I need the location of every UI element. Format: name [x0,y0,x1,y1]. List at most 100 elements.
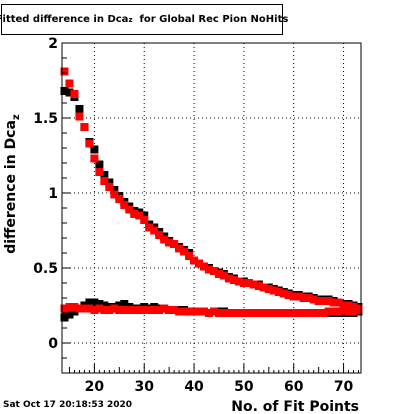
data-point [85,304,94,313]
data-point [339,306,348,314]
data-point [90,306,99,314]
data-point [209,267,218,275]
data-markers [60,67,363,322]
data-point [274,309,283,317]
data-point [205,309,214,317]
data-point [170,306,179,314]
data-point [170,240,179,248]
y-tick-label: 0 [48,336,58,352]
data-point [229,276,238,284]
data-point [349,307,358,316]
x-tick-label: 70 [334,379,354,395]
data-point [175,244,184,253]
data-point [249,309,258,317]
data-point [185,307,194,316]
data-point [279,289,288,298]
data-point [145,223,154,232]
data-point [229,309,238,317]
data-point [219,271,228,280]
data-point [284,309,293,317]
data-point [309,309,318,317]
data-point [160,235,169,244]
data-point [155,231,164,239]
data-point [70,90,79,98]
data-point [349,303,358,311]
data-point [180,307,189,316]
data-point [259,283,268,292]
data-point [75,112,84,121]
data-point [244,309,253,317]
data-point [254,282,263,290]
x-tick-label: 60 [284,379,304,395]
data-point [95,168,104,176]
data-point [115,301,124,310]
data-point [115,195,124,203]
data-point [195,307,204,316]
data-point [289,309,298,317]
data-point [75,105,84,113]
data-point [120,306,129,314]
y-axis-label: difference in Dcaz [3,114,22,254]
data-point [195,259,204,268]
data-point [110,186,119,194]
data-point [75,304,84,313]
data-point [284,291,293,299]
data-point [80,304,89,313]
data-point [239,279,248,287]
data-point [100,171,109,179]
data-point [219,309,228,317]
data-point [65,79,74,88]
data-point [190,256,199,265]
data-point [239,309,248,317]
data-point [224,309,233,317]
data-point [140,211,149,220]
data-point [110,190,119,199]
data-point [269,309,278,317]
data-point [100,301,109,310]
data-point [95,304,104,313]
data-point [115,306,124,314]
data-point [60,313,69,322]
data-point [145,306,154,314]
data-point [244,279,253,287]
data-point [155,306,164,314]
data-point [90,145,99,154]
data-point [150,226,159,235]
data-point [95,300,104,308]
data-point [190,307,199,316]
data-point [279,309,288,317]
x-tick-label: 40 [184,379,204,395]
x-tick-label: 30 [134,379,154,395]
data-point [65,303,74,311]
chart-title-suffix: for Global Rec Pion NoHits [132,14,289,25]
data-point [354,306,363,314]
data-point [234,309,243,317]
data-point [110,304,119,313]
data-point [259,309,268,317]
data-point [334,307,343,316]
data-point [100,177,109,185]
data-point [254,309,263,317]
data-point [160,304,169,313]
data-point [299,309,308,317]
chart-title-subscript: z [128,15,133,24]
data-point [165,238,174,247]
series-3 [60,303,363,317]
y-tick-label: 0.5 [33,261,58,277]
data-point [105,183,114,191]
tick-labels: 20 30 40 50 60 70 0 0.5 1 1.5 2 [33,36,353,395]
y-tick-label: 1 [48,186,58,202]
data-point [85,139,94,148]
x-axis-label: No. of Fit Points [231,399,359,414]
data-point [324,307,333,316]
data-point [314,297,323,305]
data-point [289,292,298,301]
plot-background [62,43,361,373]
data-point [319,309,328,317]
data-point [180,247,189,256]
data-point [150,306,159,314]
data-point [214,309,223,317]
data-point [120,300,129,308]
data-point [125,306,134,314]
data-point [314,309,323,317]
